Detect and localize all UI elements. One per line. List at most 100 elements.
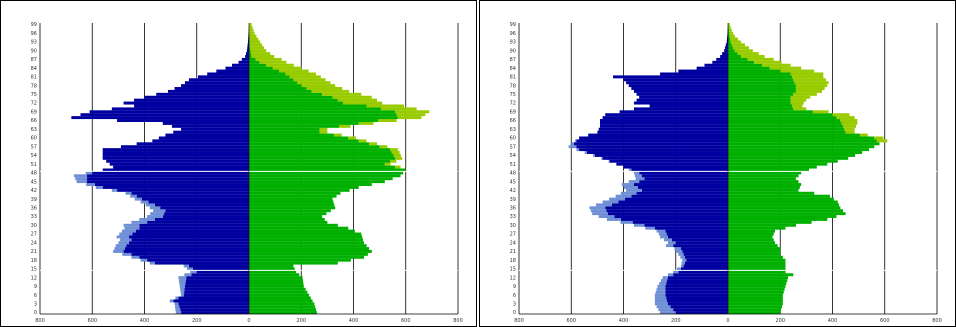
y-tick-label: 57 [510,144,516,150]
bar-left-age-35 [606,209,728,213]
bar-left-age-10 [666,281,728,285]
bar-left-excess-age-30 [123,223,140,227]
y-tick-label: 66 [510,118,516,124]
bar-right-age-9 [249,284,304,288]
bar-left-age-23 [673,244,728,248]
bar-right-age-21 [728,249,781,253]
bar-left-age-33 [614,215,728,219]
bar-right-age-66 [249,119,379,122]
bar-left-excess-age-1 [175,308,181,312]
x-tick-label: 400 [140,318,150,324]
bar-left-age-91 [724,46,728,50]
bar-right-age-50 [728,165,817,169]
bar-left-age-29 [654,226,728,230]
bar-left-age-84 [225,66,249,70]
bar-left-excess-age-23 [115,244,127,248]
bar-right-age-18 [728,258,786,262]
bar-left-excess-age-28 [121,229,136,233]
bar-right-excess-age-57 [379,145,388,149]
bar-left-excess-age-55 [584,151,587,154]
bar-left-excess-age-6 [654,293,666,297]
bar-right-age-93 [249,40,250,44]
bar-left-age-29 [139,226,249,230]
bar-left-age-37 [611,203,728,207]
bar-right-excess-age-71 [792,104,803,108]
bar-left-age-2 [179,305,249,309]
bar-right-age-74 [249,95,333,99]
bar-right-age-81 [249,75,290,79]
bar-right-age-0 [249,311,317,315]
y-tick-label: 69 [510,109,516,115]
bar-left-age-73 [134,98,249,102]
bar-right-excess-age-77 [795,87,825,90]
bar-left-excess-age-25 [120,238,132,242]
bar-right-excess-age-98 [728,25,731,29]
bar-right-excess-age-94 [730,37,739,41]
y-tick-label: 99 [510,22,516,28]
bar-left-age-15 [192,267,249,271]
bar-left-excess-age-35 [590,209,607,213]
bar-right-age-11 [728,279,788,283]
bar-left-excess-age-45 [76,180,88,184]
y-tick-label: 39 [31,197,37,203]
y-tick-label: 27 [31,232,37,238]
bar-left-age-17 [684,261,728,265]
bar-left-age-26 [667,235,728,239]
bar-left-age-53 [102,156,249,160]
bar-left-excess-age-27 [119,232,133,236]
bar-left-age-63 [598,127,728,131]
bar-right-excess-age-85 [761,63,791,67]
bar-right-age-63 [728,127,845,131]
bar-right-age-23 [728,244,778,248]
bar-right-excess-age-70 [380,107,417,111]
bar-left-age-76 [168,89,249,93]
bar-left-age-10 [185,281,249,285]
y-tick-label: 75 [31,92,37,98]
bar-right-age-22 [249,247,370,251]
bar-left-age-57 [120,145,249,149]
bar-left-excess-age-35 [153,209,166,213]
bar-left-age-31 [147,220,249,224]
y-tick-label: 12 [31,275,37,281]
bar-left-excess-age-6 [181,293,184,297]
bar-left-age-85 [704,63,728,67]
bar-right-excess-age-73 [790,98,807,102]
bar-right-age-24 [249,241,364,245]
bar-right-age-72 [249,101,344,105]
bar-right-age-18 [249,258,351,262]
bar-left-age-40 [631,194,728,198]
bar-right-age-53 [728,156,849,160]
bar-left-excess-age-20 [678,252,684,256]
bar-right-excess-age-83 [780,69,815,73]
bar-left-age-23 [126,244,249,248]
bar-right-age-43 [728,185,800,189]
bar-right-age-13 [728,273,794,277]
bar-left-age-66 [117,119,249,122]
bar-right-excess-age-86 [754,60,782,64]
bar-left-excess-age-23 [665,244,674,248]
bar-left-excess-age-17 [681,261,685,265]
bar-right-age-47 [728,174,799,178]
bar-right-age-14 [249,270,297,274]
bar-right-age-42 [728,188,799,192]
bar-right-age-49 [249,168,406,172]
bar-right-age-9 [728,284,786,288]
y-tick-label: 72 [31,101,37,107]
bar-left-age-38 [618,200,728,204]
bar-left-age-12 [186,276,249,280]
bar-left-age-31 [632,220,728,224]
bar-left-age-48 [92,171,249,175]
bar-right-excess-age-96 [249,31,255,35]
bar-left-age-11 [667,279,728,283]
bar-right-age-29 [728,226,786,230]
bar-left-excess-age-20 [122,252,132,256]
bar-right-age-28 [728,229,776,233]
bar-left-age-81 [198,75,249,79]
bar-right-age-40 [728,194,830,198]
bar-left-age-9 [665,284,728,288]
bar-left-age-79 [626,81,728,85]
bar-left-age-38 [148,200,249,204]
bar-left-age-9 [184,284,249,288]
y-tick-label: 57 [31,144,37,150]
